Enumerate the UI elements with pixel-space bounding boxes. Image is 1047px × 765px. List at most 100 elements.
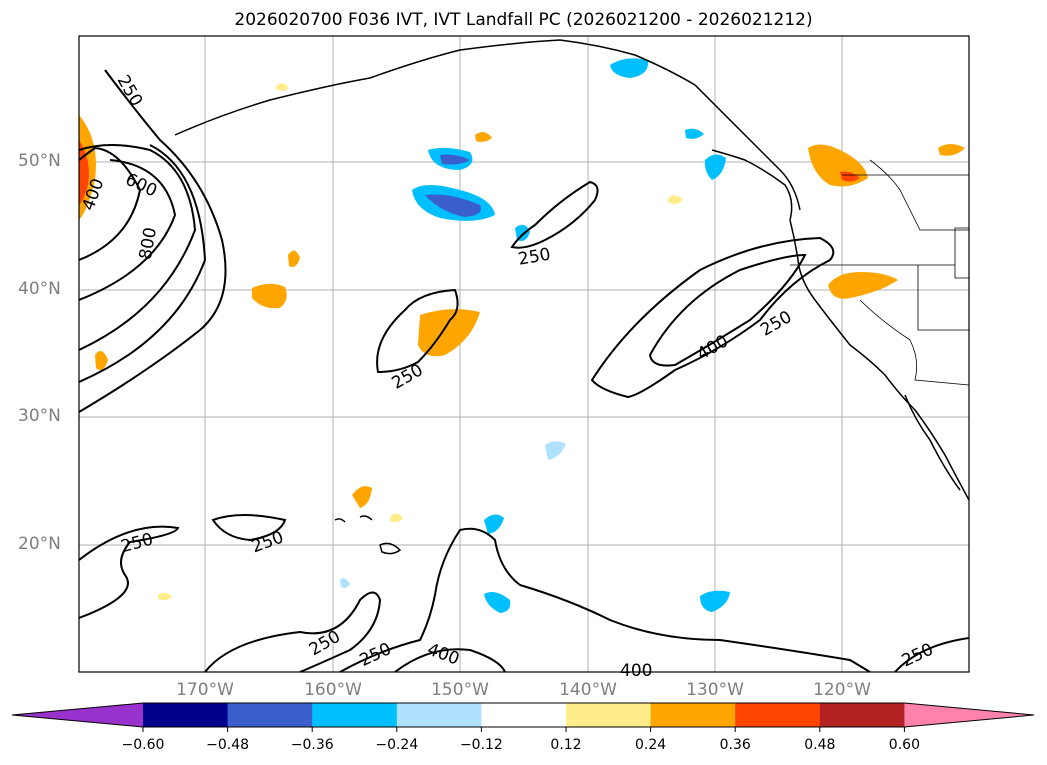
colorbar-tick-label: −0.48 (206, 737, 250, 753)
lon-label: 130°W (686, 680, 744, 700)
colorbar-tick-label: −0.12 (459, 737, 503, 753)
contour-label: 250 (113, 72, 147, 110)
anomaly-blob (484, 592, 511, 613)
lon-label: 150°W (431, 680, 489, 700)
anomaly-blob (158, 592, 172, 601)
lon-label: 170°W (176, 680, 234, 700)
anomaly-blob (425, 194, 481, 217)
map-frame (78, 35, 970, 673)
anomaly-blob (700, 590, 730, 612)
anomaly-blob (668, 195, 683, 205)
contour-250 (894, 637, 969, 672)
lat-label: 50°N (18, 151, 61, 171)
anomaly-blob (685, 128, 704, 139)
bc-coast (711, 149, 793, 221)
colorbar-tick-label: −0.60 (121, 737, 165, 753)
contour-250 (79, 525, 180, 619)
contour-800 (79, 144, 197, 351)
colorbar-segment (396, 703, 482, 727)
contour-label: 800 (136, 226, 161, 261)
colorbar (11, 702, 1035, 732)
anomaly-blob (276, 83, 289, 91)
us-west-coast (789, 219, 969, 501)
contour-600 (79, 159, 177, 301)
anomaly-blob (95, 351, 108, 371)
anomaly-blob (484, 514, 504, 534)
contour-label: 250 (357, 639, 395, 671)
colorbar-segment (481, 703, 567, 727)
anomaly-blob (840, 171, 860, 182)
lon-label: 160°W (304, 680, 362, 700)
contour-250 (339, 527, 871, 672)
contour-label: 250 (757, 307, 795, 341)
political-borders (790, 159, 969, 386)
contour-250 (510, 180, 599, 249)
coastlines (174, 39, 969, 555)
colorbar-tick-label: −0.24 (375, 737, 419, 753)
lat-label: 40°N (18, 279, 61, 299)
baja-coast (904, 394, 961, 491)
colorbar-tick-label: −0.36 (290, 737, 334, 753)
anomaly-blob (808, 144, 868, 187)
anomaly-blob (440, 154, 470, 165)
anomaly-blob (475, 132, 492, 142)
anomaly-blob (938, 144, 965, 156)
colorbar-segment (819, 703, 905, 727)
contour-labels: 250 600 400 800 250 250 400 250 250 250 … (79, 72, 937, 681)
contour-250 (590, 236, 835, 399)
anomaly-blob (288, 250, 300, 267)
contour-250 (376, 288, 459, 374)
anomaly-blob (79, 140, 89, 205)
anomaly-blob (340, 578, 350, 588)
contour-250 (79, 144, 207, 383)
lon-label: 140°W (559, 680, 617, 700)
contour-label: 250 (389, 360, 427, 394)
anomaly-blob (252, 283, 287, 309)
colorbar-tick-label: 0.36 (719, 737, 751, 753)
colorbar-tick-label: 0.12 (550, 737, 582, 753)
contour-label: 250 (517, 244, 552, 269)
colorbar-extend-min (12, 703, 143, 727)
colorbar-segment (650, 703, 736, 727)
contour-label: 250 (249, 527, 286, 557)
lat-label: 20°N (18, 534, 61, 554)
colorbar-tick-label: 0.60 (888, 737, 920, 753)
anomaly-blob (545, 441, 566, 460)
colorbar-segment (227, 703, 313, 727)
alaska-coast (174, 39, 801, 211)
anomaly-blob (828, 272, 898, 299)
colorbar-tick-label: 0.24 (635, 737, 667, 753)
contour-label: 600 (122, 170, 160, 202)
contour-400 (79, 146, 142, 261)
anomaly-blob (515, 224, 530, 241)
anomaly-blob (704, 154, 726, 180)
lat-label: 30°N (18, 406, 61, 426)
contour-label: 400 (425, 640, 462, 670)
contour-label: 250 (899, 640, 937, 672)
colorbar-extend-max (904, 703, 1034, 727)
colorbar-segment (566, 703, 652, 727)
hawaii-islands (334, 515, 402, 555)
ivt-contours (79, 69, 969, 672)
contour-400 (394, 648, 506, 672)
anomaly-blob (390, 513, 403, 523)
contour-250 (79, 69, 227, 413)
colorbar-segment (143, 703, 229, 727)
contour-label: 400 (694, 331, 732, 365)
lon-label: 120°W (813, 680, 871, 700)
negative-anomalies (340, 58, 730, 613)
anomaly-blob (418, 309, 480, 357)
contour-250 (204, 591, 382, 672)
colorbar-segment (312, 703, 398, 727)
contour-250 (211, 514, 287, 542)
contour-400 (648, 253, 807, 367)
colorbar-tick-label: 0.48 (804, 737, 836, 753)
colorbar-segment (735, 703, 821, 727)
anomaly-blob (352, 486, 372, 508)
contour-label: 400 (620, 661, 652, 681)
map-title: 2026020700 F036 IVT, IVT Landfall PC (20… (234, 10, 813, 30)
gridlines (79, 36, 969, 672)
positive-anomalies (79, 83, 965, 601)
anomaly-blob (610, 58, 649, 78)
